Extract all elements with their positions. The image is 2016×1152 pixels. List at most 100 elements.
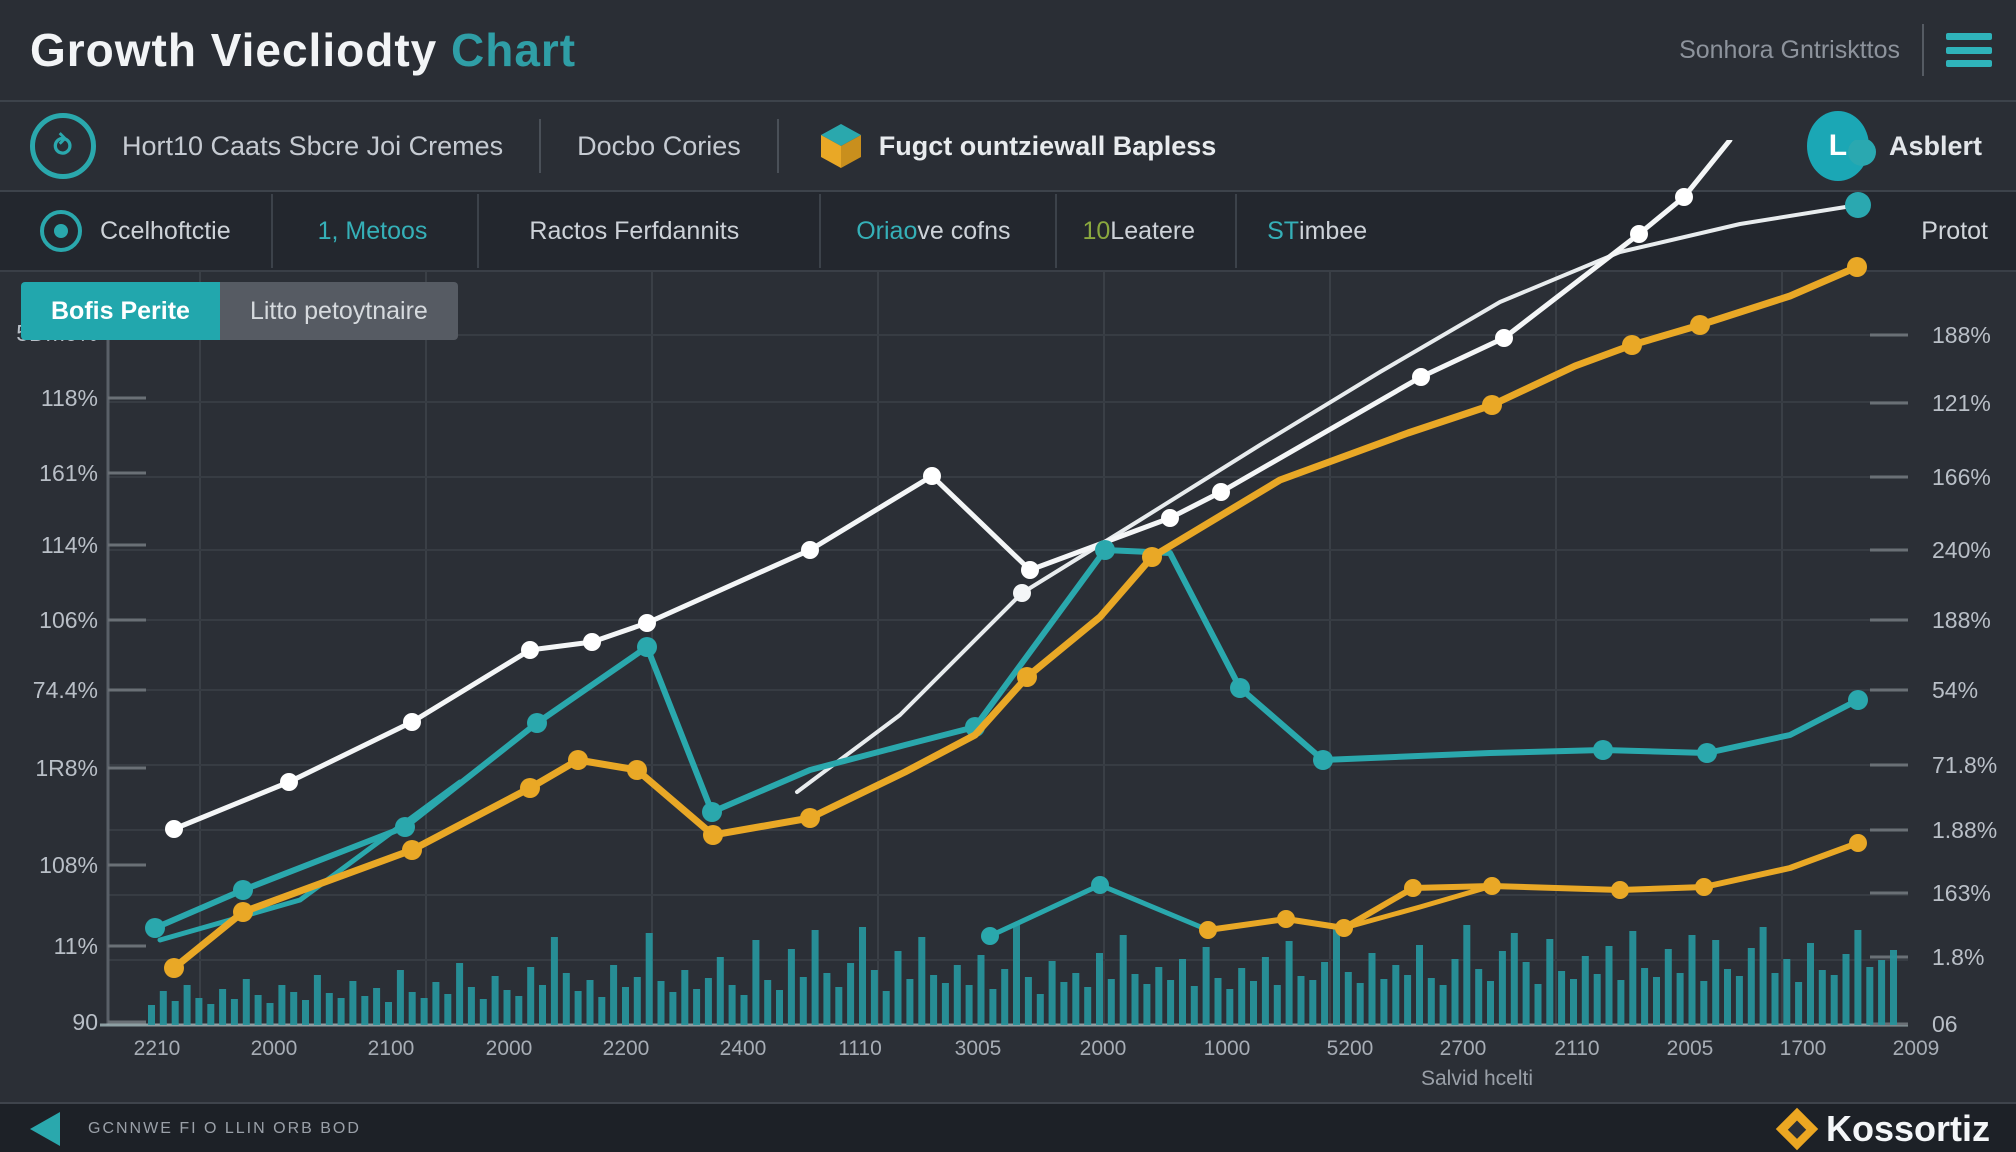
svg-text:2700: 2700 bbox=[1440, 1037, 1487, 1060]
tab-label: ve cofns bbox=[917, 216, 1011, 245]
secondary-mode-button[interactable]: Litto petoytnaire bbox=[219, 282, 458, 340]
svg-text:1700: 1700 bbox=[1780, 1037, 1827, 1060]
subheader-item-cube[interactable]: Fugct ountziewall Bapless bbox=[815, 124, 1217, 168]
svg-text:161%: 161% bbox=[39, 460, 98, 486]
subheader-divider bbox=[539, 119, 542, 173]
avatar: L bbox=[1806, 111, 1869, 181]
svg-text:1.8%: 1.8% bbox=[1932, 944, 1984, 970]
series-yellow-main bbox=[164, 257, 1867, 978]
svg-text:54%: 54% bbox=[1932, 677, 1978, 703]
header-right-text: Sonhora Gntriskttos bbox=[1679, 35, 1900, 64]
tab-divider bbox=[1055, 194, 1058, 268]
subheader-item-mid[interactable]: Docbo Cories bbox=[577, 131, 741, 162]
primary-mode-button[interactable]: Bofis Perite bbox=[21, 282, 220, 340]
page-title: Growth Viecliodty Chart bbox=[30, 23, 576, 77]
tab-oriaove[interactable]: Oriao ve cofns bbox=[846, 217, 1020, 246]
hamburger-menu-icon[interactable] bbox=[1946, 33, 1992, 67]
header-right: Sonhora Gntriskttos bbox=[1679, 24, 1992, 76]
svg-text:2210: 2210 bbox=[134, 1037, 181, 1060]
user-name: Asblert bbox=[1888, 130, 1982, 161]
tab-stimbee[interactable]: ST imbee bbox=[1257, 217, 1377, 246]
tab-metoos[interactable]: 1, Metoos bbox=[308, 217, 438, 246]
svg-text:108%: 108% bbox=[39, 852, 98, 878]
page-title-main: Growth Viecliodty bbox=[30, 24, 438, 76]
subheader-mid-label: Docbo Cories bbox=[577, 130, 741, 161]
tab-divider bbox=[270, 194, 273, 268]
tab-divider bbox=[819, 194, 822, 268]
bar-series bbox=[148, 923, 1897, 1025]
svg-text:74.4%: 74.4% bbox=[33, 677, 98, 703]
subheader-user[interactable]: L Asblert bbox=[1806, 111, 1982, 181]
tab-label-accent: 10 bbox=[1082, 216, 1111, 245]
svg-text:5200: 5200 bbox=[1327, 1037, 1374, 1060]
svg-text:90: 90 bbox=[72, 1009, 98, 1035]
footer-bar: GCNNWE FI O LLIN ORB BOD Kossortiz bbox=[0, 1102, 2016, 1152]
brand: Kossortiz bbox=[1775, 1107, 1990, 1151]
svg-text:1R8%: 1R8% bbox=[35, 755, 98, 781]
series-teal-lower bbox=[981, 876, 1211, 945]
svg-text:71.8%: 71.8% bbox=[1932, 752, 1997, 778]
subheader-item-left[interactable]: ⥁ Hort10 Caats Sbcre Joi Cremes bbox=[0, 113, 503, 179]
svg-text:Salvid hcelti: Salvid hcelti bbox=[1421, 1067, 1533, 1090]
svg-text:2200: 2200 bbox=[603, 1037, 650, 1060]
tab-label-accent: Oriao bbox=[856, 216, 918, 245]
series-white-secondary bbox=[795, 192, 1871, 794]
series-teal-branch bbox=[157, 779, 463, 943]
header-divider bbox=[1922, 24, 1924, 76]
axis-labels: 5Dm0%118%161%114%106%74.4%1R8%108%11%901… bbox=[16, 320, 1997, 1090]
tab-bar: Ccelhoftctie 1, Metoos Ractos Ferfdannit… bbox=[0, 192, 2016, 272]
tab-leatere[interactable]: 10 Leatere bbox=[1072, 217, 1205, 246]
svg-text:2110: 2110 bbox=[1554, 1037, 1599, 1060]
svg-text:3005: 3005 bbox=[955, 1037, 1002, 1060]
back-arrow-icon[interactable] bbox=[30, 1112, 60, 1146]
svg-text:2009: 2009 bbox=[1893, 1037, 1940, 1060]
svg-text:1110: 1110 bbox=[838, 1037, 882, 1060]
svg-text:106%: 106% bbox=[39, 607, 98, 633]
svg-text:2000: 2000 bbox=[1080, 1037, 1127, 1060]
tab-ccelhoftctie[interactable]: Ccelhoftctie bbox=[0, 210, 241, 252]
svg-text:121%: 121% bbox=[1932, 390, 1991, 416]
page-title-accent: Chart bbox=[451, 24, 577, 76]
tab-label: 1, Metoos bbox=[317, 216, 428, 245]
axes bbox=[100, 300, 1908, 1027]
header: Growth Viecliodty Chart Sonhora Gntriskt… bbox=[0, 0, 2016, 102]
svg-text:2005: 2005 bbox=[1667, 1037, 1714, 1060]
svg-text:118%: 118% bbox=[41, 385, 98, 411]
cube-icon bbox=[820, 124, 861, 168]
svg-text:11%: 11% bbox=[54, 933, 98, 959]
refresh-circle-icon: ⥁ bbox=[30, 113, 96, 179]
svg-text:240%: 240% bbox=[1932, 537, 1991, 563]
svg-text:1.88%: 1.88% bbox=[1932, 817, 1997, 843]
subheader-cube-label: Fugct ountziewall Bapless bbox=[878, 130, 1217, 161]
svg-text:2000: 2000 bbox=[486, 1037, 533, 1060]
target-icon bbox=[40, 210, 82, 252]
tab-label: Ractos Ferfdannits bbox=[529, 216, 740, 245]
tab-label: imbee bbox=[1299, 216, 1368, 245]
svg-text:2000: 2000 bbox=[251, 1037, 298, 1060]
svg-text:163%: 163% bbox=[1932, 880, 1991, 906]
svg-text:2400: 2400 bbox=[720, 1037, 767, 1060]
chart-mode-toggle: Bofis Perite Litto petoytnaire bbox=[21, 282, 458, 340]
tab-ractos[interactable]: Ractos Ferfdannits bbox=[519, 217, 749, 246]
series-yellow-lower-branch bbox=[1341, 883, 1495, 931]
svg-text:166%: 166% bbox=[1932, 464, 1991, 490]
svg-text:1000: 1000 bbox=[1204, 1037, 1251, 1060]
tab-divider bbox=[477, 194, 480, 268]
tab-label: Leatere bbox=[1110, 216, 1196, 245]
svg-text:06: 06 bbox=[1932, 1011, 1958, 1037]
svg-text:188%: 188% bbox=[1932, 607, 1991, 633]
gridlines bbox=[108, 270, 1908, 1025]
diamond-logo-icon bbox=[1775, 1107, 1819, 1151]
brand-name: Kossortiz bbox=[1825, 1108, 1990, 1149]
subheader-divider-2 bbox=[776, 119, 779, 173]
svg-text:188%: 188% bbox=[1932, 322, 1991, 348]
svg-text:114%: 114% bbox=[41, 532, 98, 558]
svg-text:2100: 2100 bbox=[368, 1037, 415, 1060]
footer-status-text: GCNNWE FI O LLIN ORB BOD bbox=[88, 1120, 361, 1137]
series-teal-main bbox=[145, 540, 1868, 938]
subheader: ⥁ Hort10 Caats Sbcre Joi Cremes Docbo Co… bbox=[0, 102, 2016, 192]
tab-divider bbox=[1235, 194, 1238, 268]
tab-protot[interactable]: Protot bbox=[1921, 216, 1988, 245]
series-yellow-lower bbox=[1199, 834, 1867, 939]
